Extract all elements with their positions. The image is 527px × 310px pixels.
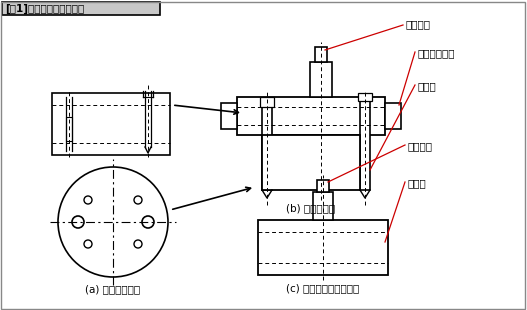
Bar: [315, 47, 327, 62]
Text: パンチ: パンチ: [417, 81, 436, 91]
Bar: [262, 100, 272, 190]
Bar: [360, 100, 370, 190]
Text: (a) 大きなパンチ: (a) 大きなパンチ: [85, 284, 141, 294]
Bar: [317, 180, 329, 192]
Bar: [260, 97, 274, 107]
Bar: [52, 93, 170, 155]
Bar: [313, 192, 333, 220]
Bar: [66, 117, 72, 141]
Bar: [385, 103, 401, 129]
Text: シャンク: シャンク: [407, 141, 432, 151]
Text: パンチホルダ: パンチホルダ: [417, 48, 454, 58]
Text: (b) 通常の設計: (b) 通常の設計: [287, 203, 336, 213]
Bar: [2, 2, 160, 15]
Text: [図1]大きなパンチの設計: [図1]大きなパンチの設計: [5, 3, 84, 14]
Bar: [221, 103, 237, 129]
Bar: [310, 62, 332, 97]
Text: (c) シャンクとの一体化: (c) シャンクとの一体化: [286, 283, 359, 293]
Text: シャンク: シャンク: [405, 19, 430, 29]
Bar: [237, 97, 385, 135]
Bar: [258, 220, 388, 275]
Bar: [262, 135, 360, 190]
Bar: [358, 93, 372, 101]
Text: パンチ: パンチ: [407, 178, 426, 188]
